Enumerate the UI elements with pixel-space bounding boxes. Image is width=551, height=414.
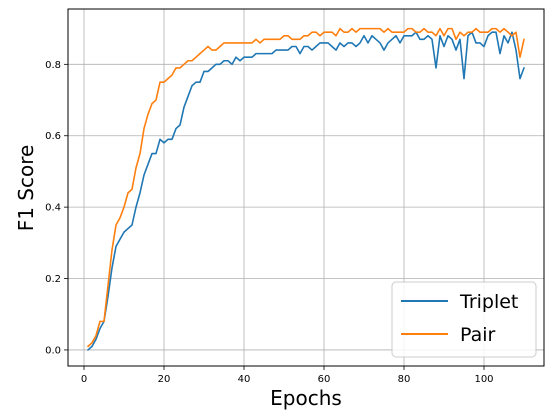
x-tick-label: 100 (474, 374, 493, 385)
x-tick-label: 80 (398, 374, 411, 385)
y-tick-label: 0.0 (45, 345, 61, 356)
y-tick-label: 0.6 (45, 131, 61, 142)
y-axis-label: F1 Score (14, 145, 38, 232)
grid-lines (68, 9, 544, 366)
y-tick-label: 0.4 (45, 203, 61, 214)
x-axis-label: Epochs (270, 386, 342, 410)
series-layer (87, 27, 525, 351)
legend-label-pair: Pair (460, 324, 496, 346)
x-tick-label: 40 (238, 374, 251, 385)
x-tick-label: 60 (318, 374, 331, 385)
legend-label-triplet: Triplet (459, 291, 518, 313)
series-line-triplet (87, 31, 525, 351)
x-tick-label: 20 (158, 374, 171, 385)
legend: Triplet Pair (391, 281, 537, 358)
y-tick-label: 0.8 (45, 60, 61, 71)
y-tick-label: 0.2 (45, 274, 61, 285)
plot-frame (67, 8, 545, 367)
series-line-pair (87, 27, 525, 348)
x-tick-label: 0 (81, 374, 87, 385)
x-axis-ticks: 0 20 40 60 80 100 (81, 366, 494, 385)
y-axis-ticks: 0.0 0.2 0.4 0.6 0.8 (45, 60, 68, 356)
